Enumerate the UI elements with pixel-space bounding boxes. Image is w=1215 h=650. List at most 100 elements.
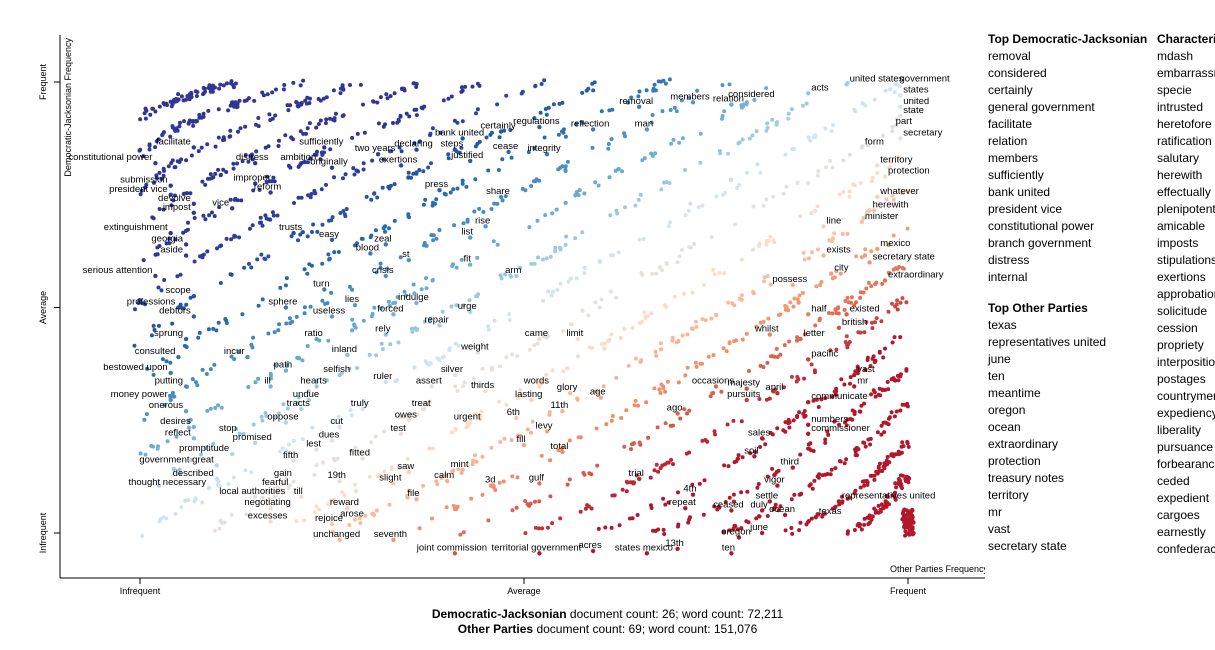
term-point[interactable] xyxy=(301,78,306,83)
labeled-term-point[interactable] xyxy=(637,104,642,110)
term-label[interactable]: sprung xyxy=(154,328,183,339)
term-point[interactable] xyxy=(229,512,234,517)
term-point[interactable] xyxy=(326,252,331,257)
term-point[interactable] xyxy=(362,399,367,404)
term-point[interactable] xyxy=(670,335,675,340)
term-point[interactable] xyxy=(440,309,445,314)
term-label[interactable]: 4th xyxy=(683,484,696,495)
characteristic-item[interactable]: expediency xyxy=(1157,406,1215,420)
term-point[interactable] xyxy=(495,102,500,107)
labeled-term-point[interactable] xyxy=(253,181,258,186)
characteristic-item[interactable]: liberality xyxy=(1157,423,1202,437)
term-point[interactable] xyxy=(202,86,207,91)
term-point[interactable] xyxy=(558,281,563,286)
term-point[interactable] xyxy=(744,170,749,175)
term-point[interactable] xyxy=(753,450,758,454)
term-point[interactable] xyxy=(899,444,904,449)
labeled-term-point[interactable] xyxy=(829,271,834,276)
term-point[interactable] xyxy=(861,216,866,220)
term-point[interactable] xyxy=(248,226,252,231)
labeled-term-point[interactable] xyxy=(806,431,811,436)
term-point[interactable] xyxy=(610,414,615,418)
term-point[interactable] xyxy=(676,339,681,343)
term-point[interactable] xyxy=(808,138,813,143)
labeled-term-point[interactable] xyxy=(268,190,273,195)
term-point[interactable] xyxy=(649,506,654,510)
term-label[interactable]: half xyxy=(811,303,827,314)
term-point[interactable] xyxy=(636,197,641,202)
term-point[interactable] xyxy=(320,222,325,227)
term-point[interactable] xyxy=(355,131,360,136)
term-point[interactable] xyxy=(784,184,789,189)
term-point[interactable] xyxy=(462,380,467,385)
term-point[interactable] xyxy=(335,456,340,461)
term-point[interactable] xyxy=(213,171,218,176)
term-point[interactable] xyxy=(420,106,425,111)
term-point[interactable] xyxy=(754,129,759,134)
term-point[interactable] xyxy=(369,314,374,319)
term-point[interactable] xyxy=(203,446,208,451)
labeled-term-point[interactable] xyxy=(253,494,258,500)
term-point[interactable] xyxy=(392,218,397,223)
term-point[interactable] xyxy=(351,166,356,171)
term-point[interactable] xyxy=(537,178,542,183)
top-dem-item[interactable]: general government xyxy=(988,100,1095,114)
characteristic-item[interactable]: ceded xyxy=(1157,474,1190,488)
term-point[interactable] xyxy=(267,112,272,117)
term-point[interactable] xyxy=(507,318,512,322)
term-point[interactable] xyxy=(720,114,725,118)
term-point[interactable] xyxy=(330,215,335,220)
term-point[interactable] xyxy=(869,473,874,478)
term-point[interactable] xyxy=(361,161,366,166)
term-point[interactable] xyxy=(882,430,887,435)
labeled-term-point[interactable] xyxy=(675,546,680,551)
term-point[interactable] xyxy=(457,150,462,155)
term-point[interactable] xyxy=(302,267,307,272)
term-point[interactable] xyxy=(355,241,359,246)
term-point[interactable] xyxy=(565,366,570,371)
term-point[interactable] xyxy=(164,241,169,246)
term-point[interactable] xyxy=(228,197,233,202)
top-dem-item[interactable]: constitutional power xyxy=(988,219,1095,233)
term-point[interactable] xyxy=(560,446,565,450)
term-point[interactable] xyxy=(167,236,172,241)
labeled-term-point[interactable] xyxy=(191,201,196,206)
term-point[interactable] xyxy=(182,119,186,124)
term-point[interactable] xyxy=(544,256,549,261)
term-point[interactable] xyxy=(596,526,601,531)
term-point[interactable] xyxy=(300,437,305,442)
term-label[interactable]: soil xyxy=(744,445,758,456)
term-point[interactable] xyxy=(280,446,285,451)
term-point[interactable] xyxy=(547,410,552,414)
term-point[interactable] xyxy=(751,291,756,296)
term-point[interactable] xyxy=(724,349,729,354)
term-point[interactable] xyxy=(533,179,538,184)
term-point[interactable] xyxy=(324,182,328,187)
term-label[interactable]: april xyxy=(765,382,783,393)
term-label[interactable]: united xyxy=(903,96,929,107)
term-point[interactable] xyxy=(765,474,770,479)
term-point[interactable] xyxy=(833,307,838,312)
term-point[interactable] xyxy=(532,261,537,266)
term-point[interactable] xyxy=(374,353,379,358)
term-point[interactable] xyxy=(857,522,862,527)
term-point[interactable] xyxy=(711,267,716,272)
term-point[interactable] xyxy=(863,444,868,449)
term-point[interactable] xyxy=(486,518,491,523)
term-point[interactable] xyxy=(289,234,294,239)
term-point[interactable] xyxy=(350,328,355,333)
term-point[interactable] xyxy=(657,387,662,392)
term-point[interactable] xyxy=(649,151,654,156)
term-point[interactable] xyxy=(362,130,367,135)
characteristic-item[interactable]: imposts xyxy=(1157,236,1199,250)
term-point[interactable] xyxy=(314,463,319,468)
term-point[interactable] xyxy=(256,116,261,120)
term-point[interactable] xyxy=(217,526,222,531)
term-point[interactable] xyxy=(563,164,568,169)
term-point[interactable] xyxy=(396,340,401,345)
term-point[interactable] xyxy=(283,133,288,138)
term-point[interactable] xyxy=(626,100,631,105)
term-point[interactable] xyxy=(298,83,303,88)
term-point[interactable] xyxy=(810,486,815,491)
term-label[interactable]: considered xyxy=(728,89,774,100)
